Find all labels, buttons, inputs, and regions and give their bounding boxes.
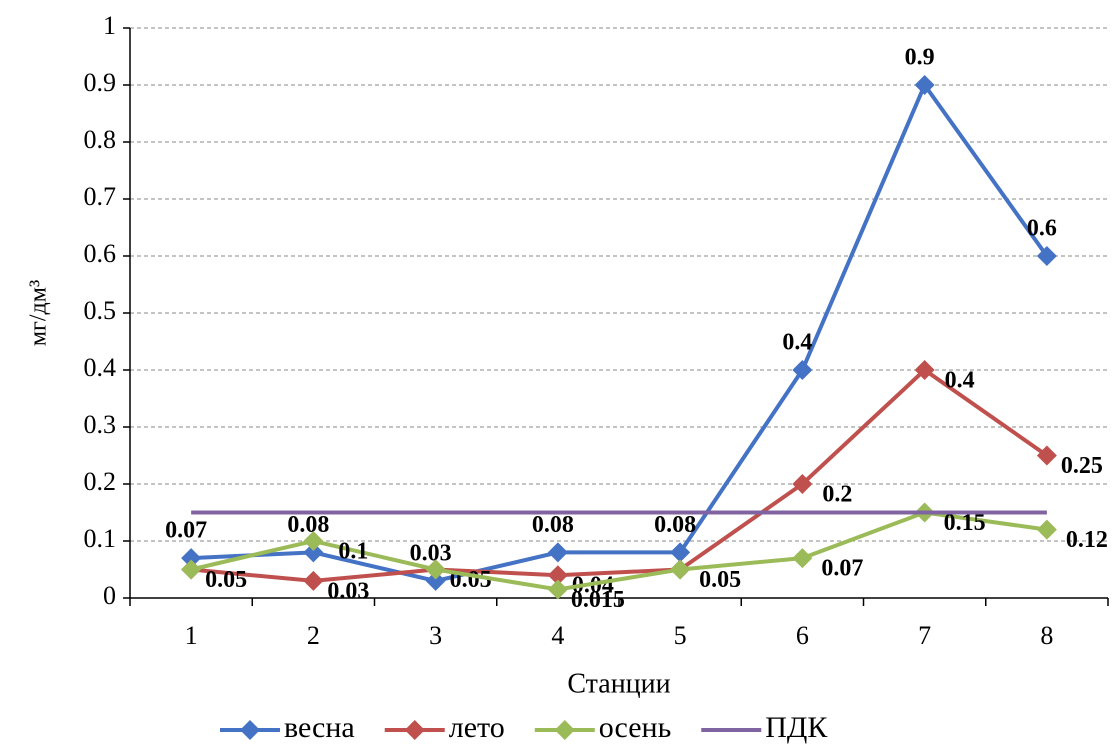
value-label: 0.25 [1061,453,1103,479]
series-line [190,510,1048,592]
x-tick-label: 2 [307,621,320,650]
data-point [181,548,202,569]
value-label: 0.05 [205,567,247,593]
x-tick-label: 8 [1040,621,1053,650]
value-label: 0.03 [327,578,369,604]
y-tick-label: 0.2 [84,467,117,496]
legend-marker [554,720,575,740]
data-point [1036,246,1057,266]
legend-label: осень [599,711,671,744]
data-point [914,75,935,95]
legend-marker [404,720,425,740]
legend-marker [240,720,260,740]
x-tick-label: 5 [674,621,687,650]
value-label: 0.9 [905,45,935,71]
legend-label: лето [449,711,505,744]
data-point [181,559,202,580]
value-label: 0.05 [699,567,741,593]
value-label: 0.08 [654,512,696,538]
data-point [547,565,568,586]
y-tick-label: 0.3 [84,410,117,439]
value-label: 0.2 [822,482,852,508]
y-tick-label: 0.8 [84,125,117,154]
y-tick-label: 0.5 [84,296,117,325]
data-point [792,360,813,380]
x-tick-label: 7 [918,621,931,650]
legend-label: весна [284,711,355,744]
y-tick-label: 0.4 [84,353,117,382]
data-point [425,559,446,580]
y-tick-label: 0.6 [84,239,117,268]
y-tick-label: 1 [103,11,116,40]
y-tick-label: 0.7 [84,182,117,211]
series-line [190,367,1049,583]
x-tick-label: 1 [185,621,198,650]
data-point [303,542,324,563]
value-label: 0.08 [532,512,574,538]
x-axis-title: Станции [567,668,670,699]
y-tick-label: 0.1 [84,524,117,553]
value-label: 0.1 [338,539,368,565]
value-label: 0.07 [165,518,207,544]
data-point [303,531,324,551]
value-label: 0.08 [287,512,329,538]
data-point [670,542,691,563]
value-label: 0.4 [945,368,975,394]
y-tick-label: 0 [103,581,116,610]
value-label: 0.015 [571,587,625,613]
legend: весна лето осень ПДК [220,711,828,744]
data-point [1036,519,1057,540]
series-line [191,80,1049,583]
data-point [547,579,568,600]
x-tick-label: 3 [429,621,442,650]
data-point [792,548,813,569]
legend-label: ПДК [765,711,828,744]
data-point [1036,445,1057,466]
x-tick-label: 4 [551,621,564,650]
data-point [425,570,446,591]
value-label: 0.4 [782,330,812,356]
y-tick-label: 0.9 [84,68,117,97]
value-label: 0.12 [1066,527,1108,553]
value-label: 0.07 [821,556,863,582]
data-point [792,474,813,494]
y-axis-title: мг/дм³ [26,280,52,346]
data-point [303,570,324,591]
data-point [914,360,935,380]
value-label: 0.03 [410,540,452,566]
x-tick-label: 6 [796,621,809,650]
data-point [547,542,568,563]
data-point [670,559,691,580]
value-label: 0.6 [1027,216,1057,242]
